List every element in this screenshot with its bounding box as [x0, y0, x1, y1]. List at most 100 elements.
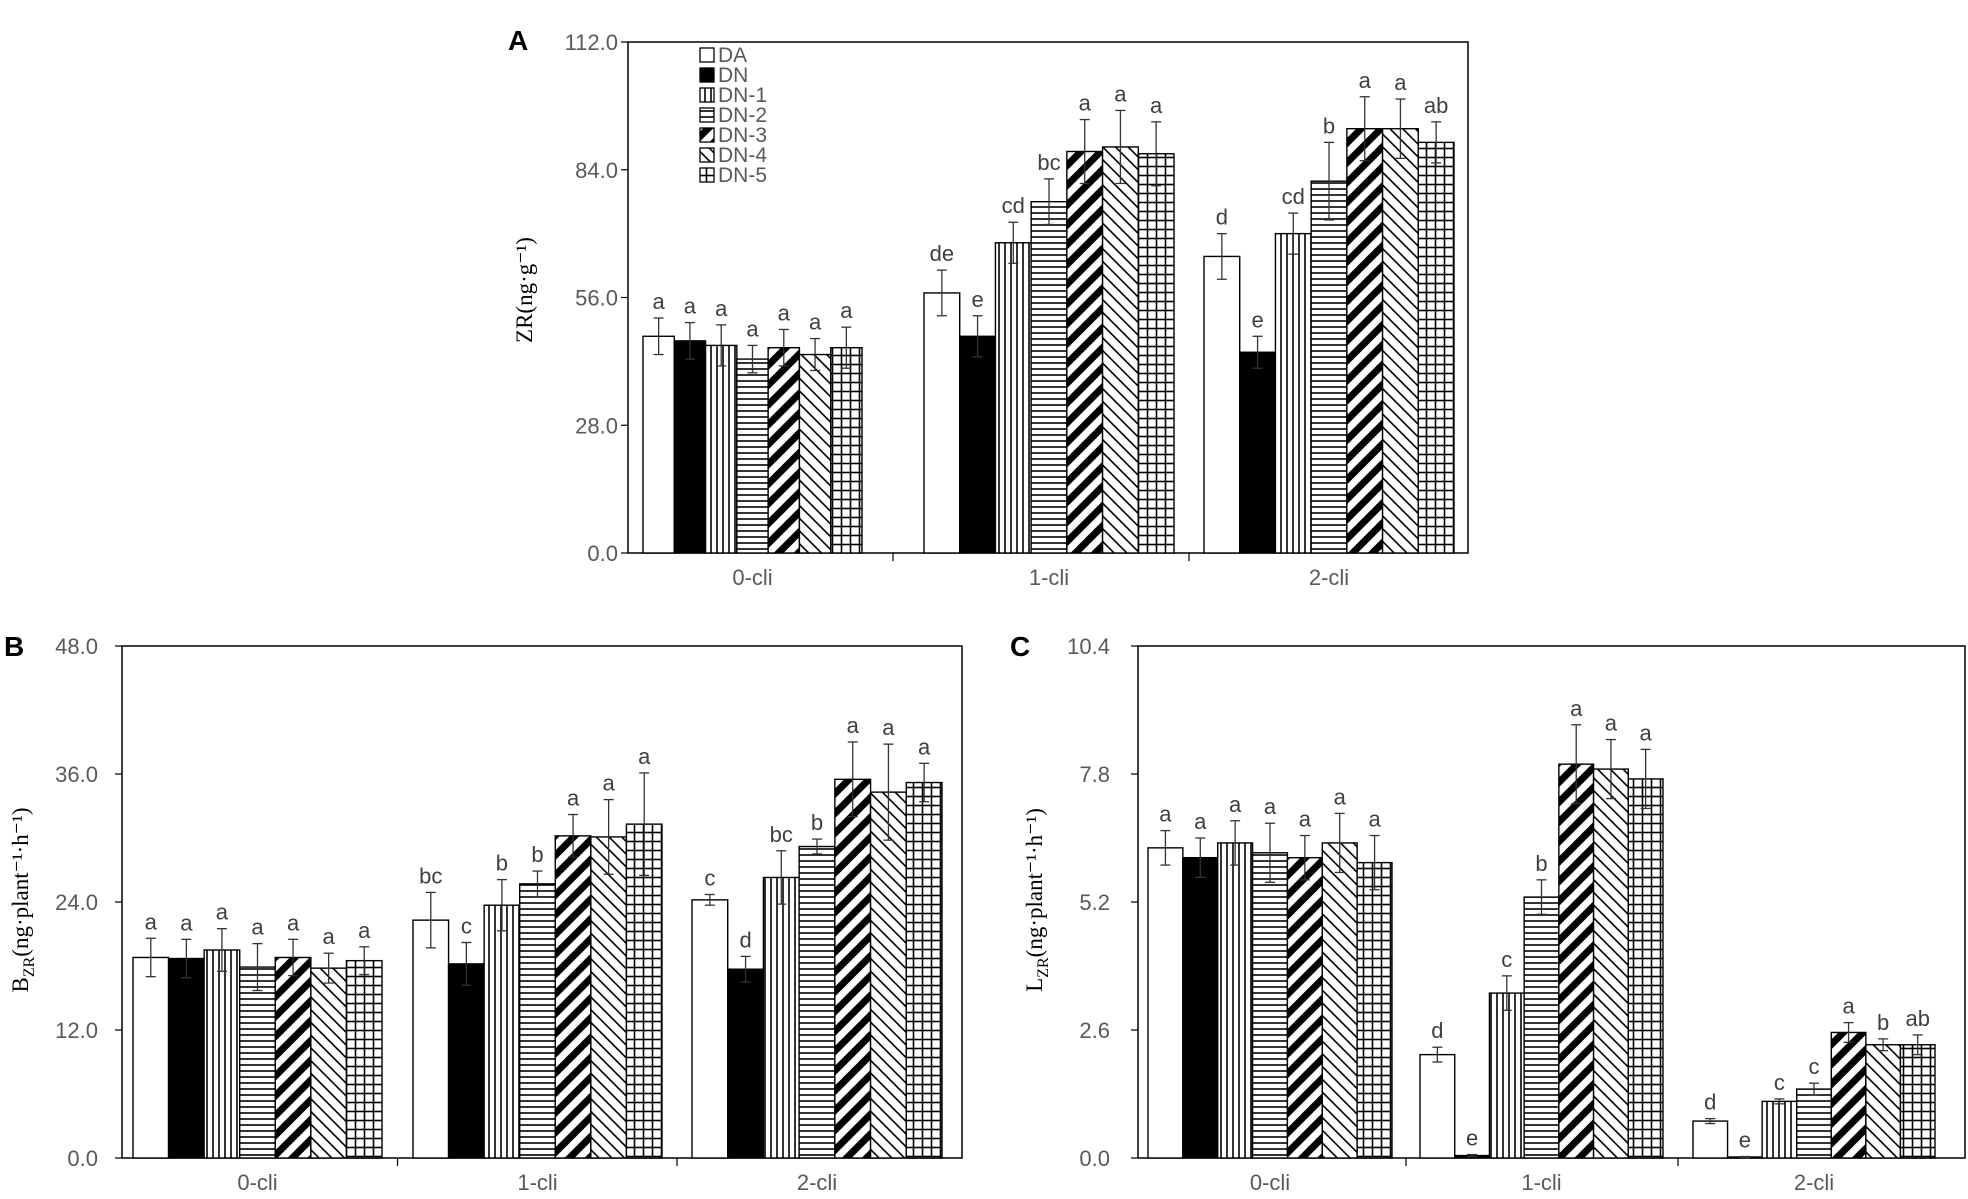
- panel-letter: A: [508, 25, 528, 56]
- y-tick-label: 0.0: [67, 1146, 98, 1171]
- significance-label: b: [531, 842, 543, 867]
- bar-da: [412, 919, 450, 1159]
- significance-label: ab: [1905, 1006, 1929, 1031]
- legend-label: DN: [718, 64, 748, 87]
- significance-label: e: [1739, 1128, 1751, 1153]
- significance-label: bc: [419, 863, 442, 888]
- significance-label: a: [1394, 70, 1407, 95]
- bar-da: [1692, 1120, 1729, 1159]
- bar-dn: [167, 957, 205, 1159]
- x-tick-label: 2-cli: [797, 1170, 837, 1195]
- significance-label: a: [715, 296, 728, 321]
- y-axis-label: BZR(ng·plant⁻¹·h⁻¹): [8, 808, 38, 993]
- bar-dn-5: [345, 959, 383, 1159]
- bar-dn-2: [798, 845, 836, 1159]
- legend-label: DN-2: [718, 104, 767, 127]
- y-axis-label-subscript: ZR: [1035, 957, 1052, 978]
- bar-dn-2: [1251, 852, 1289, 1159]
- significance-label: c: [1774, 1070, 1785, 1095]
- significance-label: c: [461, 914, 472, 939]
- significance-label: a: [653, 289, 666, 314]
- bar-dn: [959, 335, 997, 554]
- bar-dn-1: [1488, 992, 1525, 1159]
- x-tick-label: 0-cli: [1250, 1170, 1290, 1195]
- y-tick-label: 112.0: [565, 30, 618, 55]
- significance-label: cd: [1282, 184, 1305, 209]
- significance-label: a: [918, 734, 931, 759]
- bar-dn: [447, 963, 485, 1159]
- significance-label: d: [739, 927, 751, 952]
- significance-label: a: [840, 298, 853, 323]
- bar-dn-2: [736, 358, 769, 554]
- bar-da: [691, 899, 729, 1159]
- significance-label: a: [216, 900, 229, 925]
- y-tick-label: 28.0: [575, 413, 618, 438]
- significance-label: a: [1079, 91, 1092, 116]
- x-tick-label: 0-cli: [237, 1170, 277, 1195]
- bar-dn-5: [1627, 778, 1664, 1159]
- bar-dn-1: [203, 949, 241, 1159]
- y-tick-label: 36.0: [55, 762, 98, 787]
- significance-label: b: [496, 851, 508, 876]
- significance-label: a: [1640, 720, 1653, 745]
- significance-label: a: [1299, 807, 1312, 832]
- bar-dn-2: [1796, 1088, 1832, 1159]
- significance-label: b: [811, 810, 823, 835]
- bar-dn-1: [704, 344, 738, 554]
- bar-dn-1: [994, 242, 1032, 554]
- bar-dn-5: [625, 823, 663, 1159]
- significance-label: c: [1501, 947, 1512, 972]
- significance-label: a: [251, 915, 264, 940]
- significance-label: a: [809, 310, 822, 335]
- bar-dn-1: [762, 876, 800, 1159]
- x-tick-label: 2-cli: [1309, 565, 1349, 590]
- bar-dn-4: [590, 836, 628, 1159]
- bar-dn-2: [519, 883, 556, 1159]
- y-axis-label-subscript: ZR: [21, 956, 38, 977]
- bar-dn-1: [483, 904, 521, 1159]
- bar-dn-4: [869, 791, 907, 1159]
- bar-dn-4: [798, 353, 832, 554]
- significance-label: b: [1323, 113, 1335, 138]
- significance-label: a: [746, 316, 759, 341]
- bar-dn-4: [1101, 146, 1139, 554]
- bar-dn-4: [310, 967, 348, 1159]
- x-tick-label: 1-cli: [517, 1170, 557, 1195]
- bar-dn-3: [1286, 856, 1323, 1159]
- legend-swatch-dn-1: [699, 87, 715, 103]
- x-tick-label: 1-cli: [1029, 565, 1069, 590]
- significance-label: e: [971, 287, 983, 312]
- y-tick-label: 10.4: [1067, 634, 1110, 659]
- bar-dn-1: [1217, 842, 1254, 1159]
- legend-swatch-dn: [699, 67, 715, 83]
- y-tick-label: 48.0: [55, 634, 98, 659]
- bar-dn-3: [767, 346, 801, 554]
- legend-swatch-dn-4: [699, 147, 715, 163]
- bar-da: [1419, 1053, 1456, 1159]
- significance-label: a: [1114, 81, 1127, 106]
- significance-label: a: [567, 786, 580, 811]
- significance-label: a: [1605, 711, 1618, 736]
- bar-dn-2: [239, 966, 276, 1159]
- panel-b-chart: 0.0 12.0 24.0 36.0 48.0 0-cli 1-cli 2-cli a bc c a c…: [4, 631, 963, 1195]
- bar-dn-4: [1381, 127, 1419, 554]
- legend-swatch-dn-3: [699, 127, 715, 143]
- legend-label: DN-5: [718, 164, 767, 187]
- bar-da: [923, 292, 961, 554]
- significance-label: a: [603, 771, 616, 796]
- significance-label: a: [847, 713, 860, 738]
- legend-swatch-dn-5: [699, 167, 715, 183]
- bar-dn-2: [1523, 896, 1560, 1159]
- bar-dn: [1182, 856, 1219, 1159]
- y-tick-label: 24.0: [55, 890, 98, 915]
- y-tick-label: 5.2: [1079, 890, 1110, 915]
- bar-dn-4: [1865, 1044, 1902, 1159]
- bar-dn-3: [274, 956, 312, 1159]
- y-tick-label: 56.0: [575, 286, 618, 311]
- significance-label: a: [638, 744, 651, 769]
- bar-dn-5: [1899, 1044, 1936, 1159]
- y-tick-label: 12.0: [55, 1018, 98, 1043]
- bar-da: [1147, 847, 1184, 1159]
- significance-label: a: [1150, 93, 1163, 118]
